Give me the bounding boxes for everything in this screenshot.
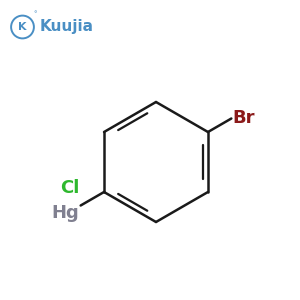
Text: Br: Br xyxy=(233,110,255,128)
Text: Hg: Hg xyxy=(51,204,79,222)
Text: °: ° xyxy=(34,11,37,17)
Text: Cl: Cl xyxy=(60,179,79,197)
Text: K: K xyxy=(18,22,27,32)
Text: Kuujia: Kuujia xyxy=(39,20,93,34)
